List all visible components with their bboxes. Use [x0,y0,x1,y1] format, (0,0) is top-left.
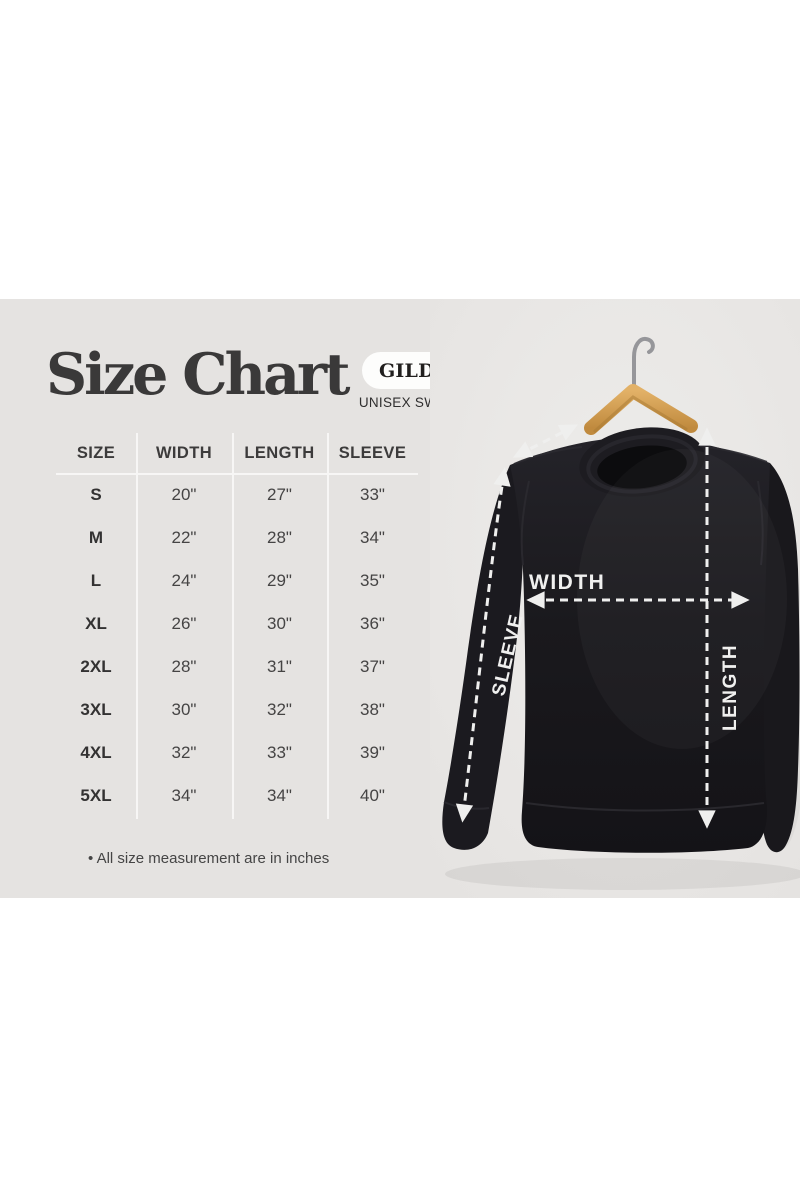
col-header-width: WIDTH [155,443,213,462]
length-cell: 32" [267,699,292,719]
length-cell: 30" [267,613,292,633]
width-cell: 20" [171,484,197,504]
table-row: 3XL 30" 32" 38" [56,688,418,731]
width-cell: 32" [171,742,197,762]
collar-opening [597,445,687,489]
width-label: WIDTH [529,571,605,594]
footnote: • All size measurement are in inches [88,850,330,867]
table-row: 5XL 34" 34" 40" [56,774,418,817]
length-cell: 31" [267,656,292,676]
size-cell: 5XL [80,785,112,805]
width-cell: 22" [171,527,197,547]
table-header-row: SIZE WIDTH LENGTH SLEEVE [56,433,418,473]
width-cell: 30" [171,699,197,719]
sleeve-cell: 38" [360,699,385,719]
measurement-arrows [455,424,750,829]
length-cell: 33" [267,742,292,762]
sleeve-cell: 40" [360,785,385,805]
size-cell: L [90,570,102,590]
page-title: Size Chart [46,341,350,408]
sleeve-cell: 33" [360,484,385,504]
length-cell: 27" [267,484,292,504]
size-cell: 2XL [80,656,112,676]
length-label: LENGTH [720,644,741,731]
length-cell: 28" [267,527,292,547]
length-cell: 34" [267,785,292,805]
sleeve-cell: 37" [360,656,385,676]
table-row: XL 26" 30" 36" [56,602,418,645]
sleeve-cell: 34" [360,527,385,547]
col-header-sleeve: SLEEVE [338,443,407,462]
table-row: M 22" 28" 34" [56,516,418,559]
table-row: 2XL 28" 31" 37" [56,645,418,688]
sleeve-cell: 35" [360,570,385,590]
size-table: SIZE WIDTH LENGTH SLEEVE S 20" 27" 33" M… [56,433,418,819]
sleeve-arrow [455,467,511,823]
shoulder-arrow [512,424,579,458]
table-row: S 20" 27" 33" [56,473,418,516]
sweatshirt-photo: WIDTH SLEEVE LENGTH [430,299,800,898]
size-cell: 3XL [80,699,112,719]
size-cell: 4XL [80,742,112,762]
column-divider [327,433,329,819]
col-header-size: SIZE [76,443,116,462]
wooden-hanger [584,384,698,435]
size-cell: XL [85,613,107,633]
column-divider [136,433,138,819]
width-cell: 24" [171,570,197,590]
sleeve-cell: 39" [360,742,385,762]
col-header-length: LENGTH [244,443,315,462]
collar-rib [586,434,698,494]
hanger-hook-icon [632,336,655,389]
length-cell: 29" [267,570,292,590]
table-row: L 24" 29" 35" [56,559,418,602]
width-cell: 34" [171,785,197,805]
table-row: 4XL 32" 33" 39" [56,731,418,774]
size-cell: M [88,527,104,547]
width-cell: 28" [171,656,197,676]
header-divider [56,473,418,475]
right-sleeve [759,463,800,853]
size-cell: S [90,484,102,504]
hanger-shade [593,395,688,433]
gray-panel: Size Chart GILDAN 18000 UNISEX SWEATSHIR… [0,299,800,898]
column-divider [232,433,234,819]
width-cell: 26" [171,613,197,633]
sleeve-cell: 36" [360,613,385,633]
